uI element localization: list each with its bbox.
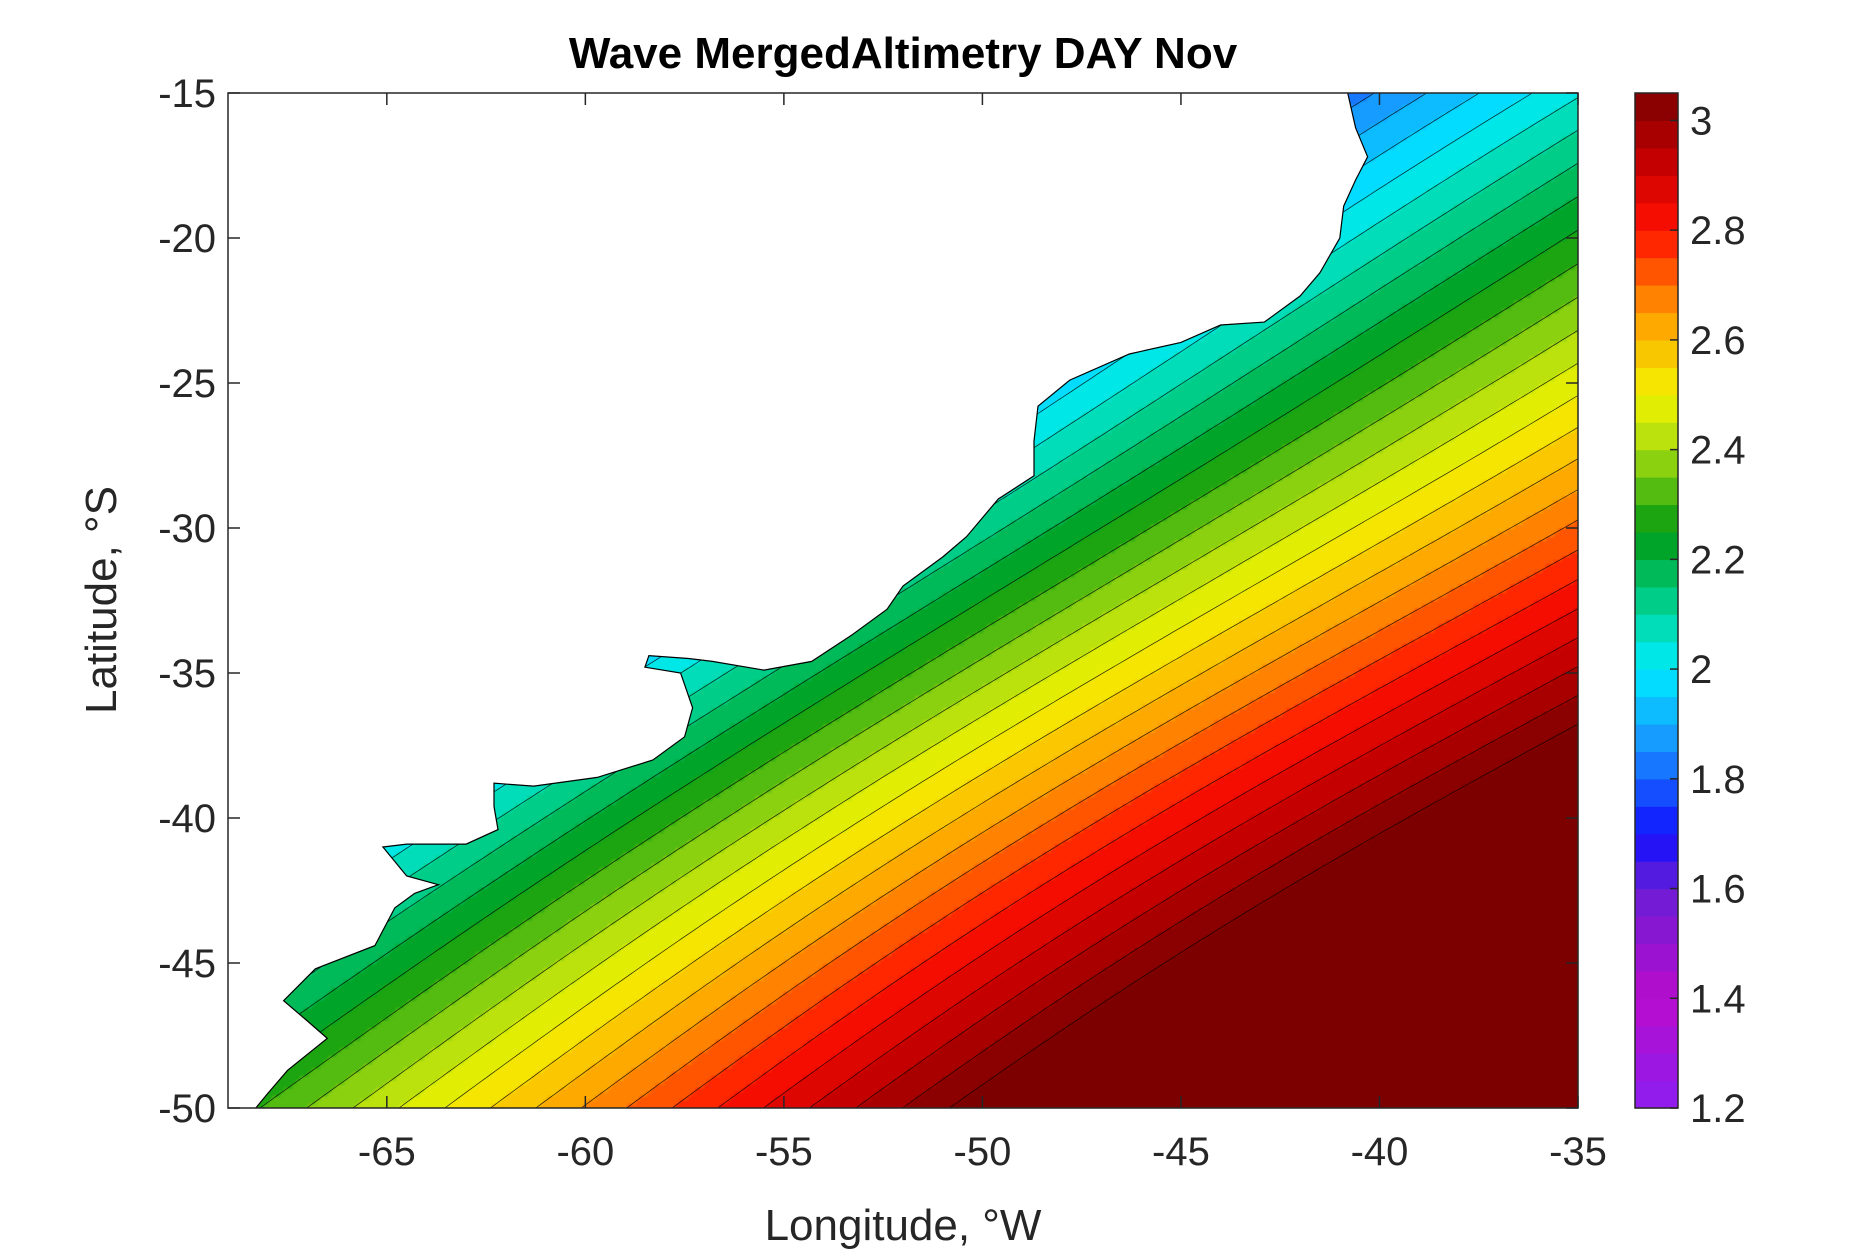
colorbar-step [1635,1080,1678,1109]
colorbar-step [1635,915,1678,945]
colorbar-tick-label: 1.8 [1690,758,1746,802]
colorbar-tick-label: 1.2 [1690,1087,1746,1131]
y-tick-label: -15 [158,72,216,116]
colorbar-step [1635,175,1678,204]
x-axis-label: Longitude, °W [765,1201,1042,1250]
colorbar-tick-label: 2.8 [1690,209,1746,253]
colorbar-step [1635,998,1678,1027]
colorbar-step [1635,1053,1678,1082]
x-tick-label: -60 [556,1130,614,1174]
colorbar-step [1635,614,1678,643]
y-tick-label: -35 [158,652,216,696]
y-tick-label: -50 [158,1087,216,1131]
colorbar-tick-label: 2.6 [1690,319,1746,363]
map-title: Wave MergedAltimetry DAY Nov [569,29,1238,78]
colorbar-step [1635,339,1678,368]
colorbar: 1.2 1.4 1.6 1.8 2 2.2 2.4 2.6 2.8 3 [1634,92,1746,1131]
x-tick-label: -35 [1549,1130,1607,1174]
colorbar-tick-label: 3 [1690,99,1712,143]
colorbar-step [1635,367,1678,396]
colorbar-step [1635,1025,1678,1054]
colorbar-step [1635,669,1678,698]
colorbar-step [1635,394,1678,423]
y-tick-label: -40 [158,797,216,841]
colorbar-step [1635,285,1678,314]
colorbar-step [1635,723,1678,752]
y-tick-label: -45 [158,942,216,986]
colorbar-tick-label: 1.6 [1690,868,1746,912]
colorbar-step [1635,559,1678,588]
x-tick-label: -65 [358,1130,416,1174]
plot-frame [227,92,1579,1109]
colorbar-step [1635,806,1678,835]
colorbar-step [1635,230,1678,259]
colorbar-step [1635,449,1678,478]
colorbar-step [1635,531,1678,560]
colorbar-step [1635,861,1678,890]
colorbar-step [1635,422,1678,451]
y-tick-label: -30 [158,507,216,551]
y-axis-label: Latitude, °S [77,486,126,714]
x-tick-label: -50 [954,1130,1012,1174]
colorbar-tick-label: 2.4 [1690,429,1746,473]
colorbar-step [1635,477,1678,506]
x-tick-label: -40 [1351,1130,1409,1174]
map-plot-area: -65 -60 -55 -50 -45 -40 -35 -15 -20 -25 -30 -35 -40… [158,72,1607,1174]
colorbar-step [1635,586,1678,615]
colorbar-step [1635,751,1678,780]
colorbar-step [1635,641,1678,670]
colorbar-step [1635,202,1678,231]
colorbar-step [1635,696,1678,725]
colorbar-tick-label: 1.4 [1690,977,1746,1021]
colorbar-step [1635,257,1678,286]
land-mask [228,93,1369,1108]
y-tick-label: -20 [158,217,216,261]
x-tick-label: -55 [755,1130,813,1174]
colorbar-frame [1634,92,1679,1109]
colorbar-step [1635,888,1678,917]
colorbar-step [1635,778,1678,807]
y-axis-ticks: -15 -20 -25 -30 -35 -40 -45 -50 [158,72,1578,1131]
y-tick-label: -25 [158,362,216,406]
colorbar-step [1635,943,1678,972]
colorbar-step [1635,312,1678,341]
x-axis-ticks: -65 -60 -55 -50 -45 -40 -35 [358,93,1607,1174]
colorbar-tick-label: 2.2 [1690,538,1746,582]
x-tick-label: -45 [1152,1130,1210,1174]
colorbar-step [1635,93,1678,122]
colorbar-step [1635,970,1678,999]
colorbar-steps [1635,93,1678,1109]
colorbar-ticks: 1.2 1.4 1.6 1.8 2 2.2 2.4 2.6 2.8 3 [1670,99,1746,1131]
colorbar-step [1635,504,1678,533]
colorbar-step [1635,120,1678,149]
colorbar-step [1635,147,1678,176]
colorbar-tick-label: 2 [1690,648,1712,692]
colorbar-step [1635,833,1678,862]
